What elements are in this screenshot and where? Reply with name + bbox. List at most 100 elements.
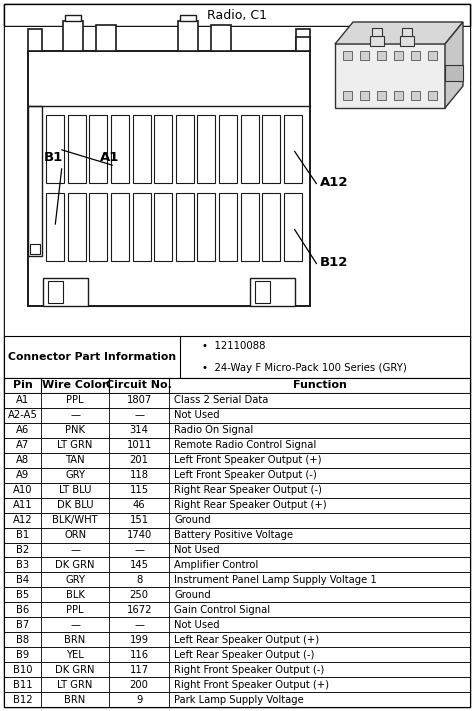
Bar: [360, 51, 369, 60]
Bar: [400, 36, 414, 46]
Text: A11: A11: [13, 500, 32, 510]
Bar: [4, 557, 470, 572]
Bar: [4, 453, 470, 468]
Text: Right Rear Speaker Output (-): Right Rear Speaker Output (-): [174, 485, 322, 495]
Text: YEL: YEL: [66, 650, 84, 660]
Bar: [411, 51, 420, 60]
Text: Instrument Panel Lamp Supply Voltage 1: Instrument Panel Lamp Supply Voltage 1: [174, 575, 377, 585]
Text: 1740: 1740: [127, 530, 152, 540]
Bar: [63, 21, 83, 51]
Text: —: —: [70, 410, 80, 420]
Text: 145: 145: [130, 560, 149, 570]
Text: Right Front Speaker Output (+): Right Front Speaker Output (+): [174, 680, 329, 690]
Text: Not Used: Not Used: [174, 410, 220, 420]
Bar: [4, 423, 470, 438]
Bar: [343, 91, 352, 100]
Text: Right Rear Speaker Output (+): Right Rear Speaker Output (+): [174, 500, 327, 510]
Text: BLK: BLK: [65, 590, 84, 600]
Text: PPL: PPL: [66, 605, 84, 615]
Text: 115: 115: [129, 485, 149, 495]
Bar: [284, 115, 302, 183]
Text: Circuit No.: Circuit No.: [106, 380, 172, 390]
Text: A12: A12: [13, 515, 32, 525]
Text: 200: 200: [130, 680, 148, 690]
Text: •  24-Way F Micro-Pack 100 Series (GRY): • 24-Way F Micro-Pack 100 Series (GRY): [202, 363, 407, 373]
Bar: [4, 336, 470, 378]
Text: A2-A5: A2-A5: [8, 410, 37, 420]
Text: LT GRN: LT GRN: [57, 680, 93, 690]
Bar: [96, 25, 116, 51]
Bar: [211, 25, 231, 51]
Text: Not Used: Not Used: [174, 620, 220, 630]
Bar: [4, 647, 470, 662]
Text: DK GRN: DK GRN: [55, 665, 95, 675]
Bar: [154, 193, 172, 261]
Bar: [394, 91, 403, 100]
Bar: [219, 193, 237, 261]
Bar: [360, 91, 369, 100]
Bar: [4, 498, 470, 513]
Text: A1: A1: [16, 395, 29, 405]
Bar: [43, 278, 88, 306]
Text: 314: 314: [130, 425, 148, 435]
Text: Radio On Signal: Radio On Signal: [174, 425, 254, 435]
Text: A9: A9: [16, 470, 29, 480]
Text: B10: B10: [13, 665, 32, 675]
Bar: [370, 36, 384, 46]
Bar: [411, 91, 420, 100]
Text: 250: 250: [130, 590, 149, 600]
Text: Connector Part Information: Connector Part Information: [8, 352, 176, 362]
Text: B1: B1: [44, 151, 63, 164]
Bar: [28, 51, 310, 306]
Bar: [4, 602, 470, 617]
Text: DK GRN: DK GRN: [55, 560, 95, 570]
Bar: [255, 281, 270, 303]
Text: Left Rear Speaker Output (+): Left Rear Speaker Output (+): [174, 635, 319, 645]
Text: 151: 151: [129, 515, 149, 525]
Bar: [4, 393, 470, 408]
Text: LT BLU: LT BLU: [59, 485, 91, 495]
Bar: [296, 37, 310, 51]
Text: 201: 201: [130, 455, 149, 465]
Bar: [4, 587, 470, 602]
Text: Left Rear Speaker Output (-): Left Rear Speaker Output (-): [174, 650, 315, 660]
Bar: [4, 513, 470, 528]
Text: Not Used: Not Used: [174, 545, 220, 555]
Text: A1: A1: [100, 151, 119, 164]
Bar: [4, 483, 470, 498]
Text: —: —: [134, 410, 144, 420]
Bar: [176, 193, 194, 261]
Bar: [65, 15, 81, 21]
Text: BRN: BRN: [64, 695, 86, 705]
Bar: [46, 115, 64, 183]
Text: B1: B1: [16, 530, 29, 540]
Bar: [30, 244, 40, 254]
Bar: [4, 408, 470, 423]
Bar: [176, 115, 194, 183]
Bar: [4, 542, 470, 557]
Bar: [219, 115, 237, 183]
Bar: [377, 91, 386, 100]
Text: —: —: [70, 545, 80, 555]
Bar: [284, 193, 302, 261]
Bar: [68, 115, 86, 183]
Text: B9: B9: [16, 650, 29, 660]
Bar: [402, 28, 412, 36]
Bar: [4, 4, 470, 26]
Text: Class 2 Serial Data: Class 2 Serial Data: [174, 395, 269, 405]
Bar: [4, 468, 470, 483]
Text: GRY: GRY: [65, 470, 85, 480]
Bar: [154, 115, 172, 183]
Bar: [198, 115, 216, 183]
Text: Left Front Speaker Output (-): Left Front Speaker Output (-): [174, 470, 317, 480]
Text: BRN: BRN: [64, 635, 86, 645]
Text: —: —: [70, 620, 80, 630]
Text: 1807: 1807: [127, 395, 152, 405]
Bar: [296, 29, 310, 51]
Text: B6: B6: [16, 605, 29, 615]
Text: PPL: PPL: [66, 395, 84, 405]
Text: Function: Function: [293, 380, 346, 390]
Text: Gain Control Signal: Gain Control Signal: [174, 605, 271, 615]
Polygon shape: [445, 22, 463, 108]
Bar: [180, 15, 196, 21]
